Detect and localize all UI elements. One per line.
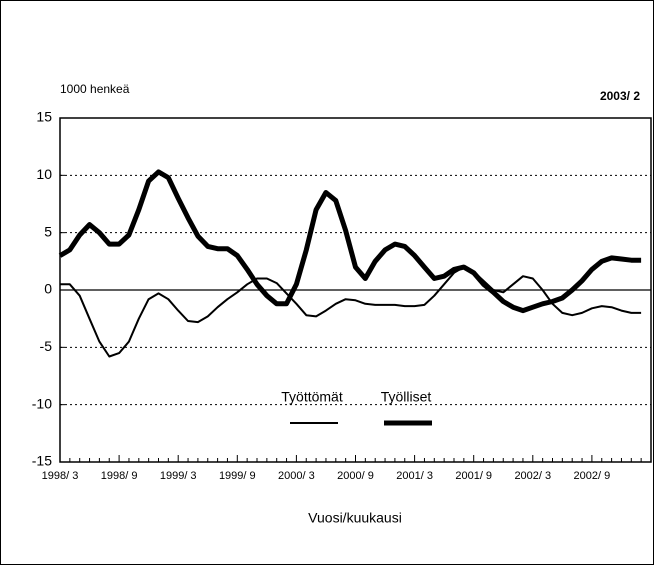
series-line — [58, 169, 642, 314]
x-tick-label: 1999/ 3 — [160, 470, 197, 482]
y-tick-label: -10 — [32, 395, 52, 411]
chart-title: 2003/ 2 — [600, 89, 640, 103]
x-tick-label: 2002/ 9 — [574, 470, 611, 482]
legend-label: Työttömät — [281, 389, 343, 405]
legend-label: Työlliset — [381, 389, 432, 405]
x-tick-label: 2000/ 3 — [278, 470, 315, 482]
x-tick-label: 2001/ 9 — [455, 470, 492, 482]
y-tick-label: 5 — [44, 223, 52, 239]
x-axis-label: Vuosi/kuukausi — [308, 510, 402, 526]
y-tick-label: 0 — [44, 281, 52, 297]
x-tick-label: 2000/ 9 — [337, 470, 374, 482]
y-tick-label: 15 — [36, 109, 52, 125]
y-tick-label: 10 — [36, 166, 52, 182]
y-axis-label: 1000 henkeä — [60, 82, 130, 96]
y-tick-label: -15 — [32, 453, 52, 469]
x-tick-label: 1999/ 9 — [219, 470, 256, 482]
y-tick-label: -5 — [40, 338, 53, 354]
series-line — [60, 266, 642, 358]
x-tick-label: 2002/ 3 — [514, 470, 551, 482]
x-tick-label: 1998/ 9 — [101, 470, 138, 482]
x-tick-label: 1998/ 3 — [42, 470, 79, 482]
x-tick-label: 2001/ 3 — [396, 470, 433, 482]
